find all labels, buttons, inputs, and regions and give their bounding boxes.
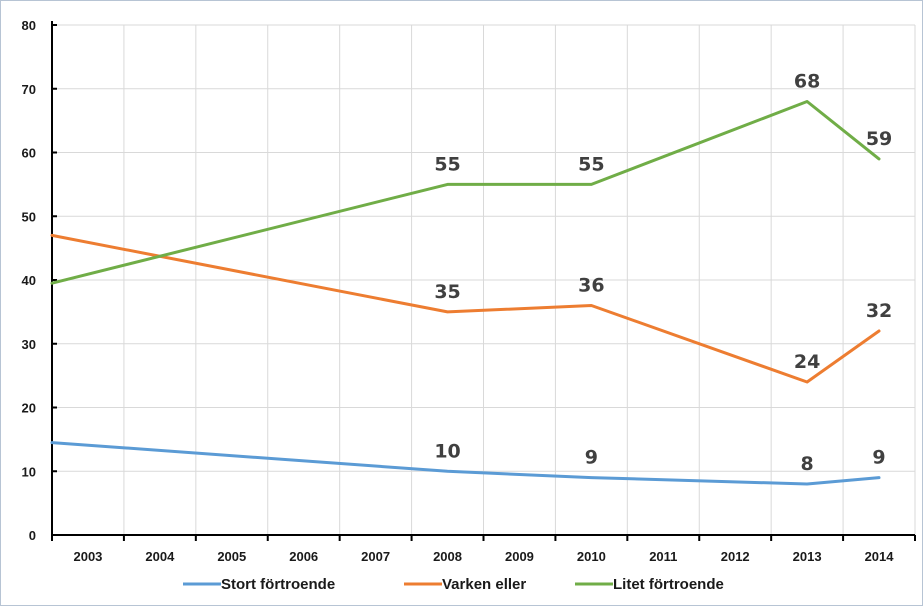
y-tick-label: 50 — [22, 209, 36, 224]
gridlines — [52, 24, 916, 535]
data-label: 35 — [434, 281, 460, 303]
series-lines — [50, 100, 881, 486]
data-labels: 10 9 8 9 35 36 24 32 55 55 68 59 — [434, 71, 892, 476]
y-tick-label: 70 — [22, 82, 36, 97]
x-tick-label: 2014 — [865, 549, 895, 564]
series-line-1 — [50, 233, 881, 384]
series-line-2 — [50, 100, 881, 285]
legend-label: Litet förtroende — [613, 576, 724, 593]
y-tick-label: 40 — [22, 273, 36, 288]
data-label: 36 — [578, 275, 604, 297]
y-tick-label: 80 — [22, 18, 36, 33]
data-label: 55 — [578, 153, 604, 175]
x-tick-label: 2011 — [649, 549, 677, 564]
legend-label: Varken eller — [442, 576, 526, 593]
data-label: 24 — [794, 351, 820, 373]
x-tick-label: 2005 — [217, 549, 246, 564]
data-label: 68 — [794, 71, 820, 93]
data-label: 32 — [866, 300, 892, 322]
legend: Stort förtroende Varken eller Litet förtro… — [183, 576, 724, 593]
data-label: 55 — [434, 153, 460, 175]
y-tick-label: 30 — [22, 337, 36, 352]
x-axis-tick-labels: 2003 2004 2005 2006 2007 2008 2009 2010 2011 2012… — [73, 549, 894, 564]
y-tick-label: 0 — [29, 528, 36, 543]
legend-label: Stort förtroende — [221, 576, 335, 593]
data-label: 8 — [801, 453, 814, 475]
x-tick-label: 2003 — [73, 549, 102, 564]
x-tick-label: 2012 — [721, 549, 750, 564]
x-tick-label: 2007 — [361, 549, 390, 564]
axes — [51, 21, 916, 541]
y-axis-tick-labels: 0 10 20 30 40 50 60 70 80 — [22, 18, 36, 543]
y-tick-label: 20 — [22, 401, 36, 416]
x-tick-label: 2013 — [793, 549, 822, 564]
data-label: 9 — [872, 447, 885, 469]
data-label: 59 — [866, 128, 892, 150]
y-tick-label: 60 — [22, 146, 36, 161]
series-line-0 — [50, 441, 881, 486]
x-tick-label: 2006 — [289, 549, 318, 564]
x-tick-label: 2008 — [433, 549, 462, 564]
data-label: 10 — [434, 440, 460, 462]
y-tick-label: 10 — [22, 464, 36, 479]
x-tick-label: 2010 — [577, 549, 606, 564]
x-tick-label: 2004 — [145, 549, 175, 564]
data-label: 9 — [585, 447, 598, 469]
x-tick-label: 2009 — [505, 549, 534, 564]
